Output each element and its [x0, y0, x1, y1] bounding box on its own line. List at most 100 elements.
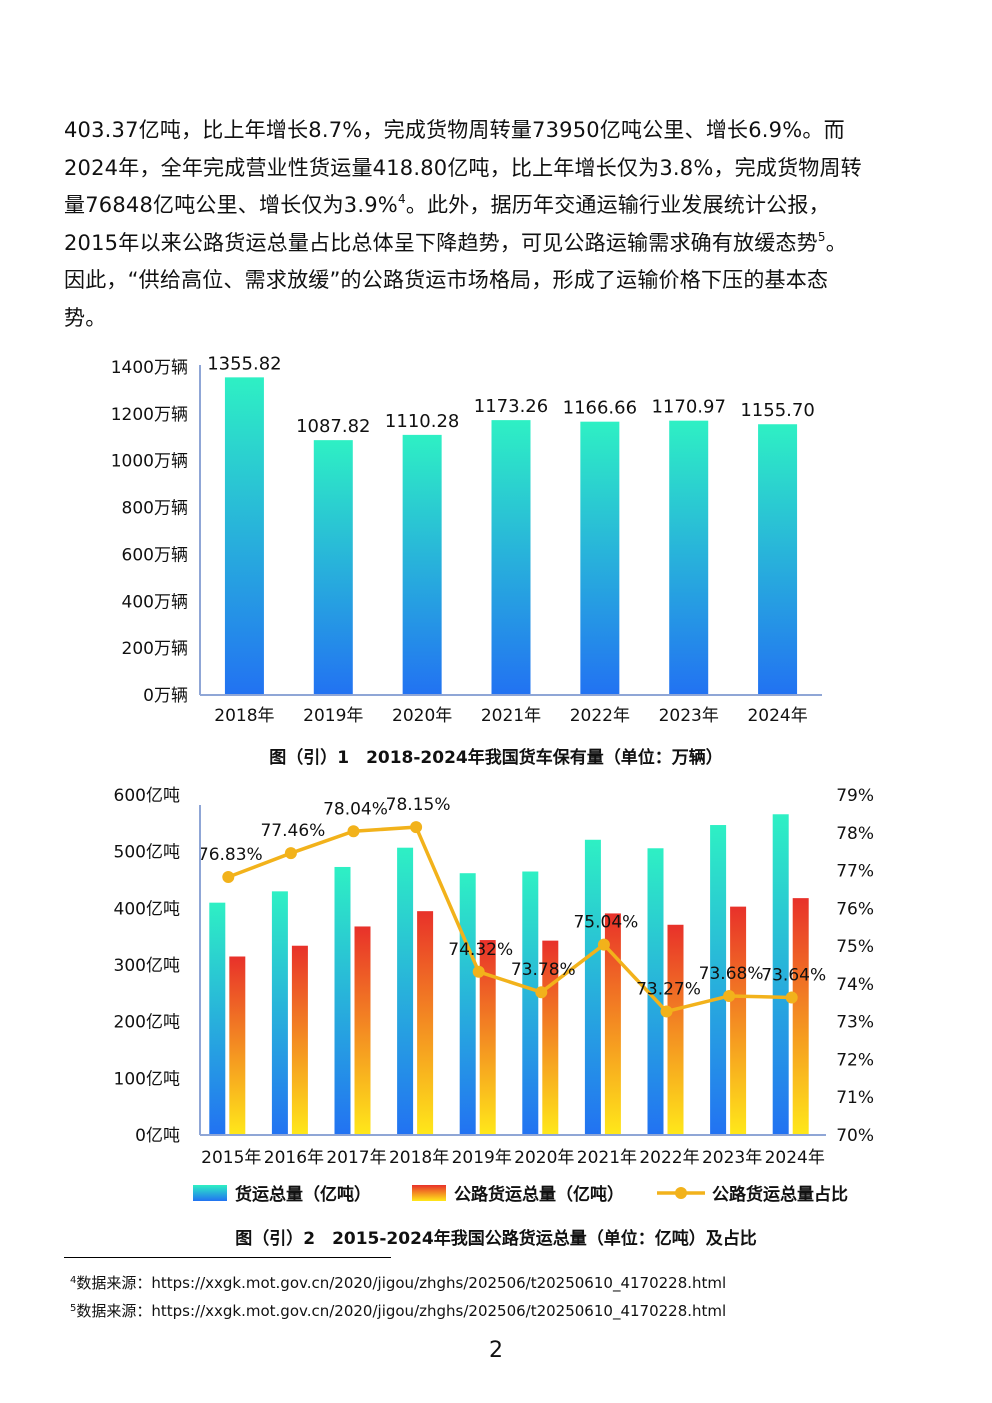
- paragraph-line: 2024年，全年完成营业性货运量418.80亿吨，比上年增长仅为3.8%，完成货…: [64, 155, 862, 180]
- y-right-tick-label: 70%: [836, 1126, 874, 1146]
- footnote-text[interactable]: 数据来源：https://xxgk.mot.gov.cn/2020/jigou/…: [76, 1274, 727, 1292]
- y-tick-label: 400万辆: [122, 592, 188, 612]
- body-paragraph: 403.37亿吨，比上年增长8.7%，完成货物周转量73950亿吨公里、增长6.…: [64, 112, 928, 337]
- x-tick-label: 2019年: [303, 706, 363, 726]
- share-value-label: 73.27%: [636, 979, 701, 999]
- bar-value-label: 1110.28: [385, 411, 459, 432]
- share-value-label: 73.78%: [511, 960, 576, 980]
- share-value-label: 77.46%: [260, 821, 325, 841]
- paragraph-line: 量76848亿吨公里、增长仅为3.9%4。此外，据历年交通运输行业发展统计公报，: [64, 187, 928, 225]
- y-right-tick-label: 74%: [836, 975, 874, 995]
- paragraph-text: 量76848亿吨公里、增长仅为3.9%: [64, 193, 398, 217]
- share-point: [535, 986, 548, 999]
- footnote-number: 5: [70, 1303, 77, 1314]
- footnote-divider: [64, 1257, 391, 1258]
- share-point: [785, 991, 798, 1004]
- x-tick-label: 2020年: [392, 706, 452, 726]
- share-value-label: 76.83%: [198, 845, 263, 865]
- y-left-tick-label: 500亿吨: [114, 843, 180, 863]
- footnote-5: 5数据来源：https://xxgk.mot.gov.cn/2020/jigou…: [70, 1300, 726, 1321]
- legend-swatch-road: [412, 1185, 446, 1201]
- share-value-label: 74.32%: [448, 940, 513, 960]
- paragraph-text: 。: [825, 230, 847, 255]
- bar-value-label: 1173.26: [474, 396, 548, 417]
- road-freight-combo-chart: 0亿吨 100亿吨 200亿吨 300亿吨 400亿吨 500亿吨 600亿吨 70% 71% 7…: [114, 786, 874, 1205]
- y-left-tick-label: 300亿吨: [114, 956, 180, 976]
- bar-total-freight: [710, 825, 727, 1135]
- x-tick-label: 2017年: [326, 1148, 386, 1168]
- figure-caption-1: 图（引）1 2018-2024年我国货车保有量（单位：万辆）: [269, 748, 723, 768]
- bar-road-freight: [354, 926, 371, 1135]
- bar-road-freight: [604, 913, 621, 1135]
- y-tick-label: 1200万辆: [111, 405, 188, 425]
- x-tick-label: 2023年: [659, 706, 719, 726]
- paragraph-line: 2015年以来公路货运总量占比总体呈下降趋势，可见公路运输需求确有放缓态势5。: [64, 225, 928, 263]
- y-right-tick-label: 77%: [836, 862, 874, 882]
- share-line: [227, 825, 792, 1014]
- bar-value-label: 1166.66: [563, 398, 637, 419]
- x-tick-label: 2023年: [702, 1148, 762, 1168]
- x-tick-label: 2015年: [201, 1148, 261, 1168]
- x-tick-label: 2022年: [570, 706, 630, 726]
- y-right-tick-label: 79%: [836, 786, 874, 806]
- footnote-text[interactable]: 数据来源：https://xxgk.mot.gov.cn/2020/jigou/…: [76, 1302, 727, 1320]
- bar-road-freight: [730, 906, 747, 1135]
- figure-caption-2: 图（引）2 2015-2024年我国公路货运总量（单位：亿吨）及占比: [235, 1229, 757, 1249]
- bar: [491, 420, 531, 695]
- legend-label-total: 货运总量（亿吨）: [235, 1184, 371, 1205]
- share-point: [472, 965, 485, 978]
- footnote-4: 4数据来源：https://xxgk.mot.gov.cn/2020/jigou…: [70, 1272, 726, 1293]
- share-point: [410, 821, 423, 834]
- y-tick-label: 1000万辆: [111, 452, 188, 472]
- legend-label-road: 公路货运总量（亿吨）: [454, 1184, 624, 1205]
- x-tick-label: 2018年: [389, 1148, 449, 1168]
- bar-total-freight: [209, 902, 226, 1135]
- y-left-tick-label: 200亿吨: [114, 1013, 180, 1033]
- share-point: [723, 989, 736, 1002]
- share-value-label: 73.64%: [761, 965, 826, 985]
- paragraph-text: 2015年以来公路货运总量占比总体呈下降趋势，可见公路运输需求确有放缓态势: [64, 230, 818, 255]
- footnote-number: 4: [70, 1275, 77, 1286]
- share-point: [284, 847, 297, 860]
- legend-swatch-total: [193, 1185, 227, 1201]
- bar-value-label: 1170.97: [651, 397, 725, 418]
- footnote-ref[interactable]: 4: [397, 192, 406, 206]
- y-right-tick-label: 75%: [836, 937, 874, 957]
- share-value-label: 78.04%: [323, 799, 388, 819]
- x-tick-label: 2021年: [481, 706, 541, 726]
- y-tick-label: 0万辆: [143, 686, 188, 706]
- paragraph-text: 。此外，据历年交通运输行业发展统计公报，: [405, 193, 830, 217]
- footnote-ref[interactable]: 5: [817, 229, 826, 244]
- share-point: [222, 870, 235, 883]
- y-tick-label: 600万辆: [122, 545, 188, 565]
- y-right-tick-label: 73%: [836, 1013, 874, 1033]
- x-tick-label: 2020年: [514, 1148, 574, 1168]
- y-left-tick-label: 0亿吨: [135, 1126, 180, 1146]
- bar-total-freight: [647, 848, 664, 1135]
- x-tick-label: 2022年: [639, 1148, 699, 1168]
- paragraph-line: 势。: [64, 305, 107, 330]
- bar-total-freight: [522, 871, 539, 1135]
- page-number: 2: [489, 1338, 503, 1363]
- x-tick-label: 2016年: [264, 1148, 324, 1168]
- x-tick-label: 2024年: [765, 1148, 825, 1168]
- y-right-tick-label: 76%: [836, 899, 874, 919]
- bar-total-freight: [459, 873, 476, 1135]
- share-value-label: 78.15%: [386, 795, 451, 815]
- bar-total-freight: [772, 814, 789, 1135]
- x-tick-label: 2024年: [747, 706, 807, 726]
- y-tick-label: 200万辆: [122, 639, 188, 659]
- bar: [669, 420, 709, 695]
- bar-road-freight: [792, 898, 809, 1135]
- share-point: [347, 825, 360, 838]
- y-left-tick-label: 400亿吨: [114, 899, 180, 919]
- y-left-tick-label: 600亿吨: [114, 786, 180, 806]
- bar-total-freight: [584, 839, 601, 1135]
- share-point: [597, 938, 610, 951]
- y-tick-label: 800万辆: [122, 499, 188, 519]
- bar-value-label: 1155.70: [740, 400, 814, 421]
- bar-total-freight: [397, 847, 414, 1135]
- bar-road-freight: [667, 924, 684, 1135]
- bar-total-freight: [271, 891, 288, 1135]
- share-point: [660, 1005, 673, 1018]
